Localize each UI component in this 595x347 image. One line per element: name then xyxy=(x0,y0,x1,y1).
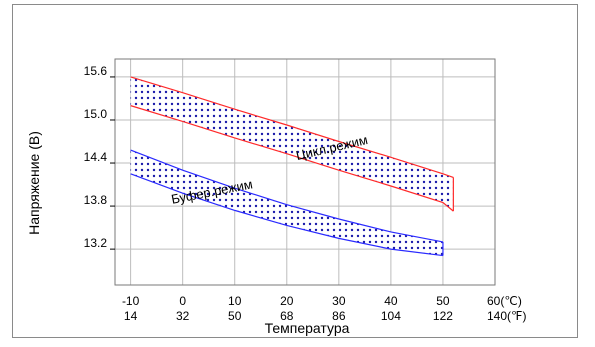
x-tick-label-c-3: 20 xyxy=(280,294,294,308)
y-tick-label-0: 15.6 xyxy=(84,64,108,78)
band-upper-line-0 xyxy=(130,76,454,178)
y-tick-label-3: 13.8 xyxy=(84,193,108,207)
y-tick-label-4: 13.2 xyxy=(84,236,108,250)
x-tick-label-f-1: 32 xyxy=(176,309,190,323)
x-tick-label-c-1: 0 xyxy=(179,294,186,308)
x-axis-title: Температура xyxy=(265,320,350,336)
x-tick-label-f-7: 140(℉) xyxy=(487,309,526,323)
x-tick-label-c-7: 60(℃) xyxy=(487,294,522,308)
x-tick-label-c-5: 40 xyxy=(384,294,398,308)
x-tick-label-f-0: 14 xyxy=(124,309,138,323)
x-axis-ticks: -1014032105020683086401045012260(℃)140(℉… xyxy=(122,294,526,323)
chart-frame: Цикл.режим Буфер.режим 15.6 15.0 14.4 13.8 13… xyxy=(12,4,578,338)
band-upper-line-1 xyxy=(130,149,444,243)
x-tick-label-f-5: 104 xyxy=(381,309,401,323)
x-tick-label-c-0: -10 xyxy=(122,294,140,308)
y-axis-ticks: 15.6 15.0 14.4 13.8 13.2 xyxy=(84,64,115,250)
plot-area-border xyxy=(114,58,496,286)
x-tick-label-f-4: 86 xyxy=(332,309,346,323)
band-lower-line-0 xyxy=(130,105,454,212)
x-tick-label-c-2: 10 xyxy=(228,294,242,308)
band-fill-0 xyxy=(130,76,454,212)
y-axis-title: Напряжение (В) xyxy=(26,131,42,235)
x-tick-label-f-6: 122 xyxy=(433,309,453,323)
y-tick-label-1: 15.0 xyxy=(84,107,108,121)
band-fill-1 xyxy=(130,150,443,256)
x-tick-label-c-6: 50 xyxy=(436,294,450,308)
band-lower-line-1 xyxy=(130,173,444,257)
x-tick-label-f-3: 68 xyxy=(280,309,294,323)
x-tick-label-c-4: 30 xyxy=(332,294,346,308)
y-tick-label-2: 14.4 xyxy=(84,150,108,164)
plot-border xyxy=(114,58,496,286)
x-tick-label-f-2: 50 xyxy=(228,309,242,323)
